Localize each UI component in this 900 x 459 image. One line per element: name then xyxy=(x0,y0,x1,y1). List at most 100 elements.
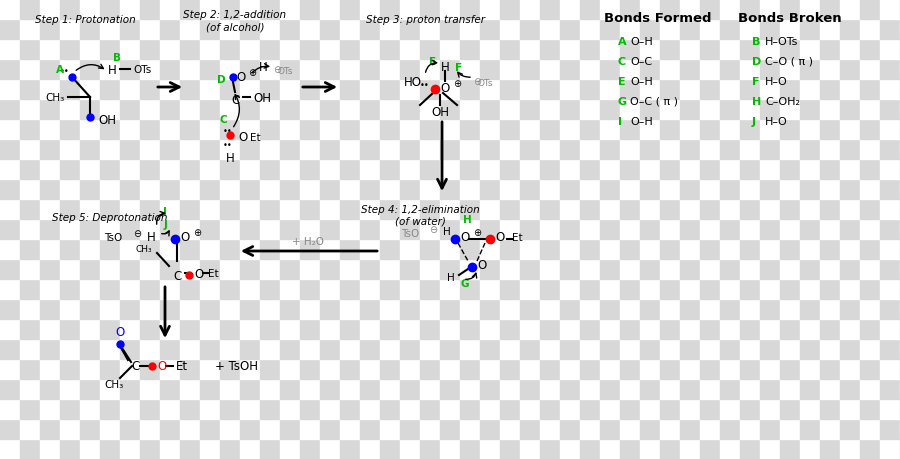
Bar xyxy=(280,120,300,140)
Bar xyxy=(400,240,420,259)
Bar xyxy=(740,240,760,259)
Bar xyxy=(140,419,160,439)
Bar xyxy=(700,200,720,219)
Bar xyxy=(360,359,380,379)
Bar xyxy=(600,240,620,259)
Bar xyxy=(40,160,60,179)
Text: O–H: O–H xyxy=(630,117,652,127)
Bar xyxy=(220,160,240,179)
Text: HO: HO xyxy=(404,75,422,88)
Bar xyxy=(780,379,800,399)
Bar xyxy=(120,379,140,399)
Bar xyxy=(340,240,360,259)
Bar xyxy=(400,140,420,160)
Bar xyxy=(700,399,720,419)
Bar xyxy=(320,319,340,339)
Bar xyxy=(260,379,280,399)
Bar xyxy=(280,100,300,120)
Bar xyxy=(520,80,540,100)
Bar xyxy=(340,299,360,319)
Bar xyxy=(560,160,580,179)
Bar xyxy=(480,399,500,419)
Bar xyxy=(80,379,100,399)
Bar xyxy=(380,100,400,120)
Bar xyxy=(860,179,880,200)
Bar xyxy=(720,419,740,439)
Bar xyxy=(60,140,80,160)
Bar xyxy=(20,179,40,200)
Bar xyxy=(140,20,160,40)
Text: CH₃: CH₃ xyxy=(135,245,152,254)
Bar xyxy=(40,140,60,160)
Bar xyxy=(820,280,840,299)
Bar xyxy=(640,359,660,379)
Bar xyxy=(780,80,800,100)
Bar xyxy=(200,339,220,359)
Text: C–OH₂: C–OH₂ xyxy=(765,97,800,107)
Bar xyxy=(700,120,720,140)
Bar xyxy=(760,60,780,80)
Bar xyxy=(860,419,880,439)
Bar xyxy=(640,60,660,80)
Bar xyxy=(260,60,280,80)
Text: Et: Et xyxy=(176,360,188,373)
Bar xyxy=(120,179,140,200)
Bar xyxy=(580,240,600,259)
Bar xyxy=(220,359,240,379)
Bar xyxy=(560,399,580,419)
Bar xyxy=(540,280,560,299)
Bar xyxy=(840,399,860,419)
Bar xyxy=(880,20,900,40)
Bar xyxy=(620,100,640,120)
Bar xyxy=(0,100,20,120)
Bar xyxy=(800,359,820,379)
Bar xyxy=(300,419,320,439)
Bar xyxy=(420,219,440,240)
Bar xyxy=(520,200,540,219)
Bar xyxy=(880,60,900,80)
Text: + TsOH: + TsOH xyxy=(215,360,258,373)
Bar xyxy=(320,339,340,359)
Bar xyxy=(320,0,340,20)
Bar xyxy=(60,359,80,379)
Bar xyxy=(340,179,360,200)
Bar xyxy=(380,439,400,459)
Bar xyxy=(100,100,120,120)
Bar xyxy=(820,259,840,280)
Bar xyxy=(300,240,320,259)
Bar xyxy=(200,100,220,120)
Bar xyxy=(760,419,780,439)
Bar xyxy=(500,379,520,399)
Bar xyxy=(200,120,220,140)
Bar xyxy=(440,359,460,379)
Bar xyxy=(860,80,880,100)
Bar xyxy=(880,160,900,179)
Bar xyxy=(740,200,760,219)
Bar xyxy=(700,439,720,459)
Bar xyxy=(640,140,660,160)
Bar xyxy=(680,299,700,319)
Bar xyxy=(660,339,680,359)
Bar xyxy=(220,140,240,160)
Bar xyxy=(440,240,460,259)
Bar xyxy=(580,120,600,140)
Bar xyxy=(460,179,480,200)
Bar xyxy=(500,40,520,60)
Bar xyxy=(20,40,40,60)
Bar xyxy=(680,439,700,459)
Bar xyxy=(280,160,300,179)
Bar xyxy=(0,179,20,200)
Bar xyxy=(440,319,460,339)
Bar xyxy=(340,160,360,179)
Bar xyxy=(340,379,360,399)
Bar xyxy=(680,259,700,280)
Bar xyxy=(680,20,700,40)
Bar xyxy=(700,0,720,20)
Bar xyxy=(700,259,720,280)
Bar xyxy=(40,299,60,319)
Bar xyxy=(320,379,340,399)
Bar xyxy=(280,359,300,379)
Bar xyxy=(360,200,380,219)
Bar xyxy=(560,240,580,259)
Bar xyxy=(300,339,320,359)
